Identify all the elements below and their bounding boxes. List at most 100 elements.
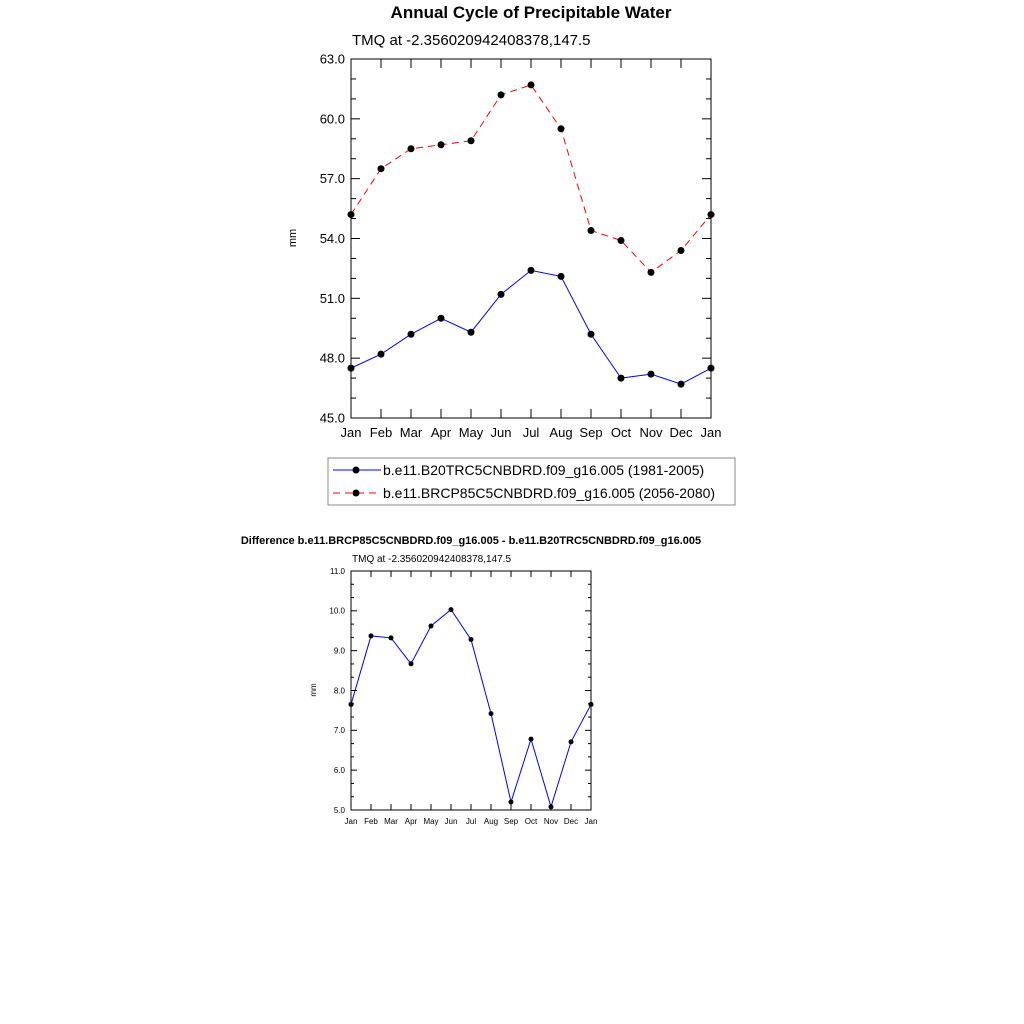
- data-point: [377, 350, 385, 358]
- data-point: [587, 330, 595, 338]
- chart1-title: Annual Cycle of Precipitable Water: [391, 3, 672, 22]
- data-point: [348, 701, 354, 707]
- x-tick-label: Jul: [466, 817, 476, 826]
- x-tick-label: Feb: [370, 425, 392, 440]
- x-tick-label: Dec: [564, 817, 578, 826]
- data-point: [428, 623, 434, 629]
- legend-label-series1: b.e11.B20TRC5CNBDRD.f09_g16.005 (1981-20…: [383, 462, 704, 478]
- data-point: [508, 799, 514, 805]
- series-line-2: [350, 84, 712, 274]
- x-tick-label: Oct: [611, 425, 632, 440]
- y-tick-label: 45.0: [320, 411, 345, 426]
- chart1-axes: Jan Feb Mar Apr May Jun Jul Aug Sep Oct Nov Dec Jan4…: [320, 52, 722, 440]
- data-point: [377, 165, 385, 173]
- data-point: [588, 701, 594, 707]
- chart2-axes: Jan Feb Mar Apr May Jun Jul Aug Sep Oct Nov Dec Jan 5…: [329, 567, 597, 826]
- x-tick-label: Apr: [431, 425, 452, 440]
- y-tick-label: 8.0: [334, 686, 346, 695]
- legend-marker-series1: [352, 466, 360, 474]
- data-point: [617, 236, 625, 244]
- data-point: [407, 330, 415, 338]
- x-tick-label: Mar: [400, 425, 423, 440]
- x-tick-label: Apr: [405, 817, 418, 826]
- x-tick-label: Mar: [384, 817, 398, 826]
- y-tick-label: 6.0: [334, 766, 346, 775]
- y-tick-label: 48.0: [320, 351, 345, 366]
- y-tick-label: 63.0: [320, 52, 345, 67]
- data-point: [467, 137, 475, 145]
- data-point: [347, 364, 355, 372]
- x-tick-label: Sep: [504, 817, 519, 826]
- x-tick-label: Jan: [341, 425, 362, 440]
- chart2-subtitle: TMQ at -2.356020942408378,147.5: [352, 554, 511, 565]
- data-point: [677, 380, 685, 388]
- chart1-subtitle: TMQ at -2.356020942408378,147.5: [352, 32, 591, 49]
- x-tick-label: Aug: [549, 425, 572, 440]
- legend-box: [327, 457, 736, 506]
- y-tick-label: 9.0: [334, 646, 346, 655]
- data-point: [707, 211, 715, 219]
- x-tick-label: Dec: [669, 425, 693, 440]
- x-tick-label: May: [459, 425, 484, 440]
- data-point: [408, 661, 414, 667]
- chart1-plot-frame: [350, 58, 712, 419]
- y-tick-label: 7.0: [334, 726, 346, 735]
- y-tick-label: 11.0: [330, 567, 346, 576]
- x-tick-label: Jan: [701, 425, 722, 440]
- x-tick-label: Nov: [544, 817, 558, 826]
- series-line-1: [350, 269, 712, 385]
- x-tick-label: Oct: [525, 817, 538, 826]
- data-point: [467, 328, 475, 336]
- data-point: [568, 739, 574, 745]
- legend-marker-series2: [352, 489, 360, 497]
- data-point: [347, 211, 355, 219]
- x-tick-label: Jun: [445, 817, 458, 826]
- legend-label-series2: b.e11.BRCP85C5CNBDRD.f09_g16.005 (2056-2…: [383, 485, 715, 501]
- data-point: [437, 314, 445, 322]
- x-tick-label: Jan: [345, 817, 358, 826]
- data-point: [647, 370, 655, 378]
- chart1-series: [347, 81, 715, 388]
- data-point: [527, 266, 535, 274]
- x-tick-label: Jan: [585, 817, 598, 826]
- data-point: [557, 272, 565, 280]
- data-point: [587, 227, 595, 235]
- x-tick-label: Feb: [364, 817, 378, 826]
- y-tick-label: 54.0: [320, 231, 345, 246]
- x-tick-label: May: [423, 817, 438, 826]
- y-tick-label: 10.0: [329, 607, 345, 616]
- x-tick-label: Nov: [639, 425, 663, 440]
- difference-chart: Difference b.e11.BRCP85C5CNBDRD.f09_g16.…: [241, 535, 701, 826]
- data-point: [497, 91, 505, 99]
- chart2-series: [348, 607, 594, 810]
- data-point: [468, 637, 474, 643]
- annual-cycle-chart: Annual Cycle of Precipitable Water TMQ a…: [287, 3, 736, 506]
- data-point: [388, 635, 394, 641]
- x-tick-label: Jun: [491, 425, 512, 440]
- data-point: [557, 125, 565, 133]
- chart2-title: Difference b.e11.BRCP85C5CNBDRD.f09_g16.…: [241, 535, 701, 547]
- y-tick-label: 57.0: [320, 171, 345, 186]
- y-tick-label: 51.0: [320, 291, 345, 306]
- data-point: [488, 711, 494, 717]
- data-point: [617, 374, 625, 382]
- data-point: [548, 804, 554, 810]
- x-tick-label: Aug: [484, 817, 498, 826]
- data-point: [448, 607, 454, 613]
- chart2-plot-frame: [350, 570, 592, 811]
- data-point: [527, 81, 535, 89]
- data-point: [368, 633, 374, 639]
- chart1-y-axis-label: mm: [287, 229, 299, 247]
- y-tick-label: 5.0: [334, 806, 346, 815]
- data-point: [677, 246, 685, 254]
- data-point: [707, 364, 715, 372]
- chart1-legend: b.e11.B20TRC5CNBDRD.f09_g16.005 (1981-20…: [327, 457, 736, 506]
- chart2-y-axis-label: mm: [309, 683, 318, 697]
- x-tick-label: Sep: [579, 425, 602, 440]
- data-point: [497, 290, 505, 298]
- x-tick-label: Jul: [523, 425, 540, 440]
- data-point: [528, 736, 534, 742]
- data-point: [437, 141, 445, 149]
- data-point: [647, 268, 655, 276]
